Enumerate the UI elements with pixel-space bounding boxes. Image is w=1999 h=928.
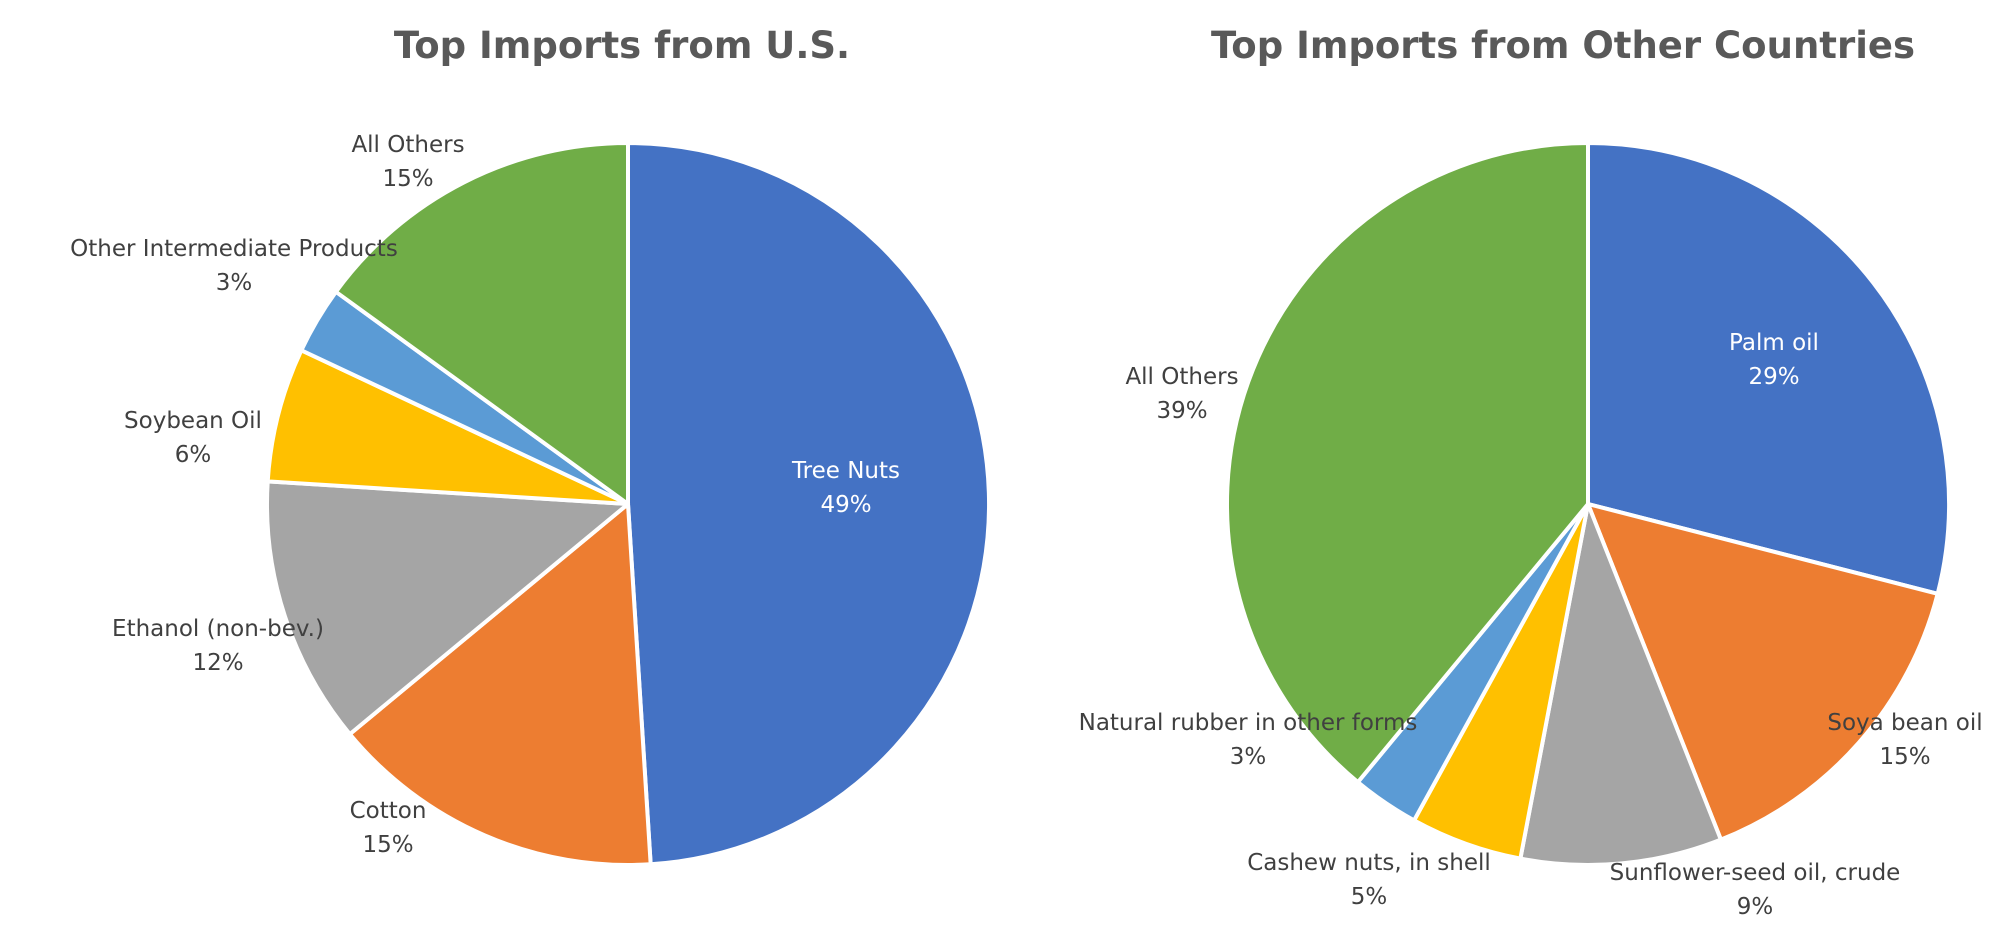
data-label-percent: 15% xyxy=(382,166,433,192)
pie-slices xyxy=(1224,141,1951,867)
data-label-all-others: All Others 15% xyxy=(351,132,464,192)
data-label-other-intermediate-products: Other Intermediate Products 3% xyxy=(70,236,398,296)
data-label-percent: 12% xyxy=(192,650,243,676)
pie-chart-imports-from-us: Top Imports from U.S. Tree Nuts 49% Cotton… xyxy=(70,24,992,867)
data-label-category: All Others xyxy=(1125,364,1238,390)
data-label-palm-oil: Palm oil 29% xyxy=(1729,330,1819,390)
data-label-percent: 5% xyxy=(1351,884,1388,910)
data-label-percent: 49% xyxy=(820,492,871,518)
data-label-cotton: Cotton 15% xyxy=(350,798,427,858)
pie-labels: Tree Nuts 49% Cotton 15% Ethanol (non-bev.) 1… xyxy=(70,132,900,858)
data-label-category: Cashew nuts, in shell xyxy=(1247,850,1491,876)
data-label-category: Cotton xyxy=(350,798,427,824)
data-label-category: Ethanol (non-bev.) xyxy=(112,616,324,642)
pie-slice-sunflower-seed-oil-crude xyxy=(1518,502,1723,867)
data-label-category: Soybean Oil xyxy=(124,408,262,434)
chart-title: Top Imports from Other Countries xyxy=(1211,24,1915,67)
data-label-sunflower-seed-oil-crude: Sunflower-seed oil, crude 9% xyxy=(1610,860,1901,920)
data-label-percent: 15% xyxy=(1879,744,1930,770)
data-label-tree-nuts: Tree Nuts 49% xyxy=(791,458,900,518)
data-label-category: Tree Nuts xyxy=(791,458,900,484)
pie-slice-tree-nuts xyxy=(626,141,992,867)
data-label-category: Sunflower-seed oil, crude xyxy=(1610,860,1901,886)
pie-slice-palm-oil xyxy=(1586,141,1951,596)
data-label-category: Palm oil xyxy=(1729,330,1819,356)
data-label-cashew-nuts-in-shell: Cashew nuts, in shell 5% xyxy=(1247,850,1491,910)
data-label-percent: 3% xyxy=(1230,744,1267,770)
data-label-all-others: All Others 39% xyxy=(1125,364,1238,424)
data-label-category: Natural rubber in other forms xyxy=(1079,710,1418,736)
pie-slice-all-others xyxy=(1224,141,1590,785)
data-label-soybean-oil: Soybean Oil 6% xyxy=(124,408,262,468)
data-label-category: All Others xyxy=(351,132,464,158)
data-label-percent: 29% xyxy=(1748,364,1799,390)
pie-slice-ethanol-non-bev xyxy=(265,479,630,737)
pie-slice-soya-bean-oil xyxy=(1586,502,1940,842)
pie-slice-soybean-oil xyxy=(265,348,630,506)
data-label-soya-bean-oil: Soya bean oil 15% xyxy=(1827,710,1982,770)
data-label-percent: 3% xyxy=(216,270,253,296)
data-label-percent: 6% xyxy=(175,442,212,468)
data-label-percent: 15% xyxy=(362,832,413,858)
data-label-percent: 9% xyxy=(1737,894,1774,920)
pie-slice-cotton xyxy=(347,502,653,867)
pie-slice-all-others xyxy=(333,141,630,506)
pie-slices xyxy=(265,141,992,867)
data-label-percent: 39% xyxy=(1156,398,1207,424)
data-label-category: Other Intermediate Products xyxy=(70,236,398,262)
pie-labels: Palm oil 29% Soya bean oil 15% Sunflower-see… xyxy=(1079,330,1983,920)
pie-chart-imports-from-other-countries: Top Imports from Other Countries Palm oi… xyxy=(1079,24,1983,920)
data-label-ethanol-non-bev: Ethanol (non-bev.) 12% xyxy=(112,616,324,676)
data-label-category: Soya bean oil xyxy=(1827,710,1982,736)
data-label-natural-rubber-in-other-forms: Natural rubber in other forms 3% xyxy=(1079,710,1418,770)
chart-title: Top Imports from U.S. xyxy=(394,24,850,67)
